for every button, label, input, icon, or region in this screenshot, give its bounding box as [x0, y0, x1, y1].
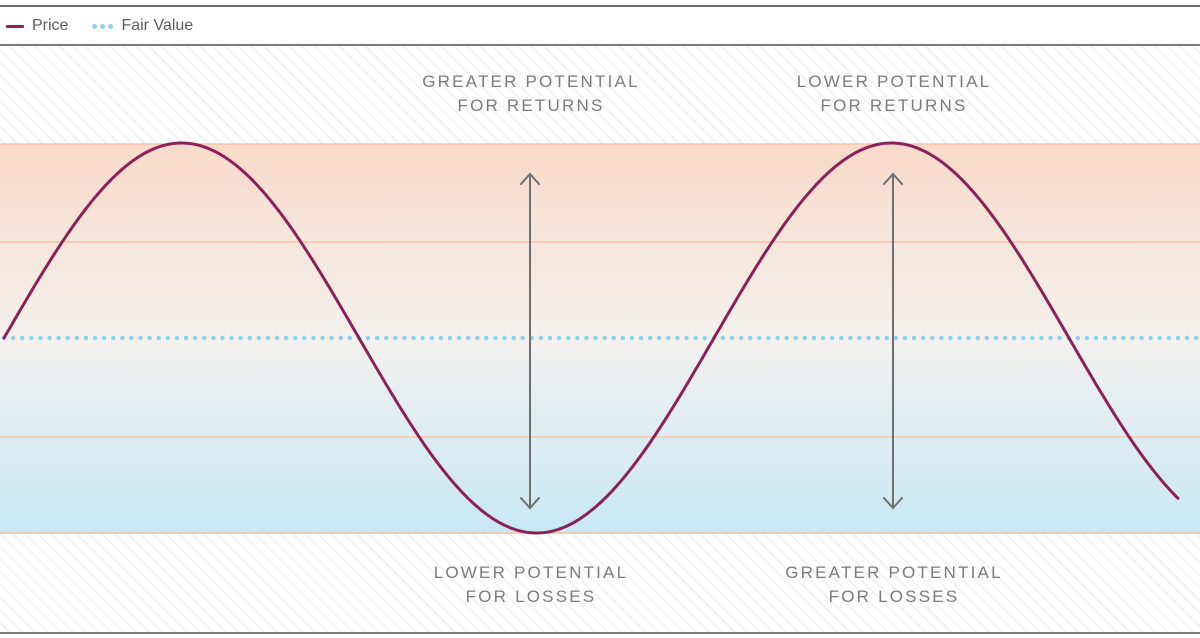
legend-divider	[0, 44, 1200, 46]
fair-value-dots-swatch	[92, 23, 114, 29]
annotation-bottom-left-line2: FOR LOSSES	[466, 587, 597, 606]
legend-item-price: Price	[6, 17, 68, 35]
legend-label-fair-value: Fair Value	[121, 17, 194, 34]
annotation-bottom-right-line2: FOR LOSSES	[829, 587, 960, 606]
legend-item-fair-value: Fair Value	[92, 17, 193, 35]
annotation-bottom-right-line1: GREATER POTENTIAL	[785, 563, 1003, 582]
annotation-top-left-line2: FOR RETURNS	[458, 96, 605, 115]
legend-label-price: Price	[32, 17, 69, 34]
annotation-top-left-line1: GREATER POTENTIAL	[422, 72, 640, 91]
arrow-right	[883, 172, 903, 510]
annotation-top-right-line2: FOR RETURNS	[821, 96, 968, 115]
annotation-top-right-line1: LOWER POTENTIAL	[797, 72, 992, 91]
price-line-swatch	[6, 24, 24, 28]
value-band	[0, 144, 1200, 534]
legend: Price Fair Value	[0, 8, 1200, 44]
bottom-rule	[0, 632, 1200, 634]
arrow-left	[520, 172, 540, 510]
annotation-bottom-left-line1: LOWER POTENTIAL	[434, 563, 629, 582]
price-line	[2, 141, 1180, 535]
top-rule	[0, 5, 1200, 7]
